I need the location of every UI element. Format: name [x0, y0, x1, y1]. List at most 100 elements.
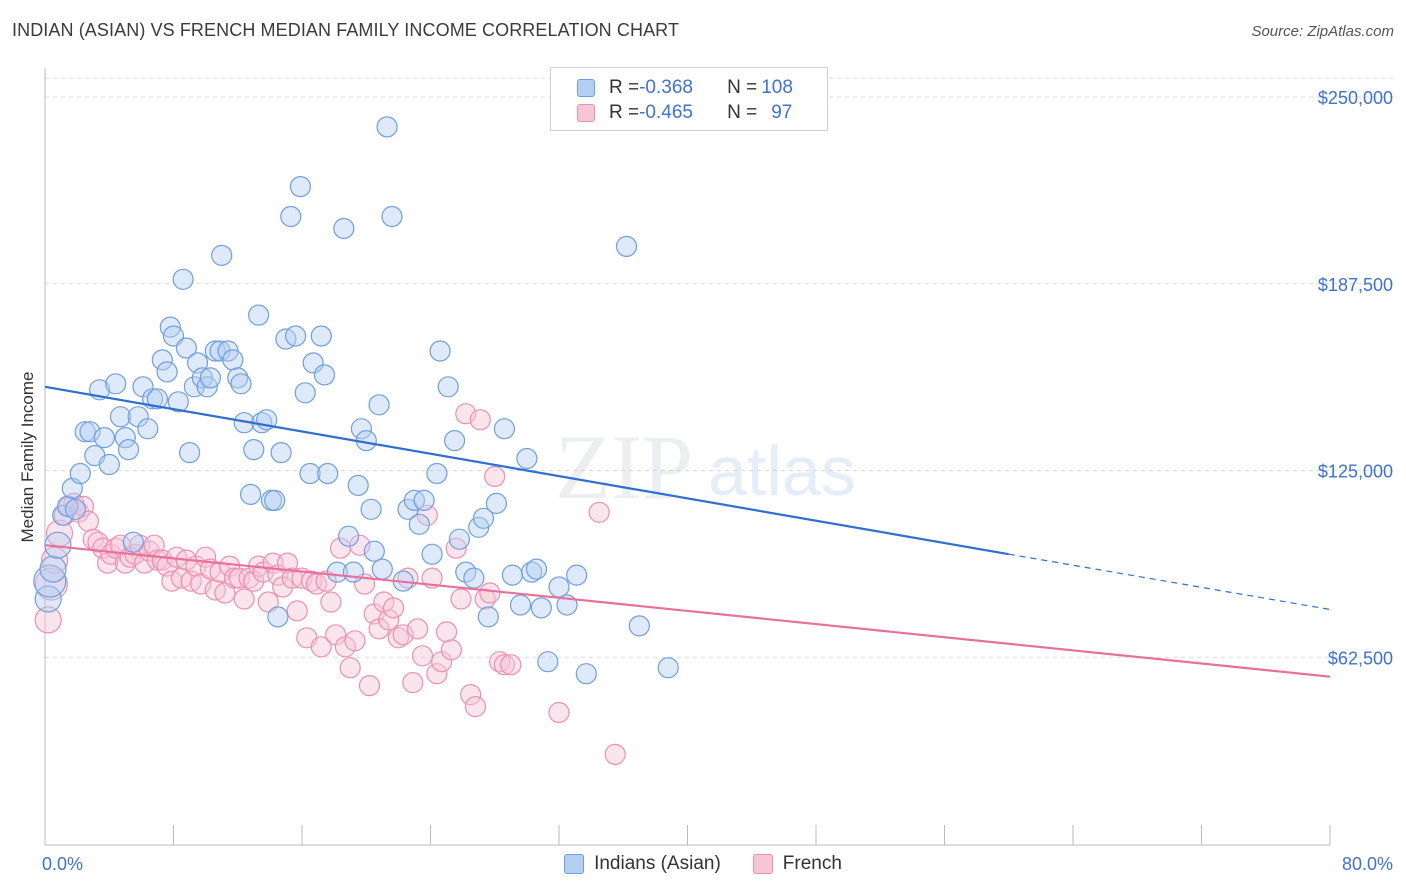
indians-asian-point [109, 406, 132, 428]
indians-asian-point [243, 439, 265, 461]
indians-asian-point [509, 594, 532, 616]
indians-asian-point [299, 462, 321, 485]
watermark: ZIP atlas [555, 416, 856, 518]
indians-asian-point [175, 337, 197, 359]
indians-asian-point [222, 349, 244, 371]
indians-asian-point [493, 418, 515, 440]
french-point [479, 582, 501, 604]
indians-asian-point [248, 304, 270, 326]
french-point [214, 582, 236, 604]
watermark-atlas: atlas [708, 432, 856, 510]
french-point [484, 465, 506, 488]
indians-asian-point [44, 531, 72, 559]
indians-asian-point [530, 597, 552, 619]
indians-asian-point [56, 495, 79, 517]
french-point [310, 636, 332, 658]
axes [44, 68, 1331, 846]
french-point [315, 570, 337, 592]
indians-asian-point [472, 507, 495, 529]
indians-asian-point [426, 462, 448, 485]
indians-asian-point [146, 388, 168, 410]
french-point [421, 567, 443, 589]
french-point [411, 645, 434, 667]
x-tick-label-max: 80.0% [1342, 854, 1393, 874]
indians-asian-point [342, 561, 364, 583]
french-point [339, 657, 361, 679]
french-point [233, 588, 255, 610]
indians-asian-point [525, 558, 548, 580]
french-point [440, 639, 462, 661]
indians-asian-point [615, 235, 638, 257]
r-value: -0.368 [639, 77, 693, 98]
indians-asian-point [267, 606, 289, 628]
y-tick-label: $125,000 [1318, 462, 1393, 482]
french-point [464, 695, 487, 718]
indians-asian-point [105, 373, 127, 395]
indians-asian-point [289, 176, 311, 198]
y-tick-label: $187,500 [1318, 275, 1393, 295]
indians-asian-point [34, 585, 62, 613]
french-point [436, 621, 458, 643]
indians-asian-point [211, 244, 233, 266]
indians-asian-point [628, 615, 650, 637]
n-value: 97 [771, 102, 793, 123]
indians-asian-point [294, 382, 316, 404]
n-label: N = [727, 77, 758, 98]
series-legend: Indians (Asian) French [0, 851, 1406, 877]
r-value: -0.465 [639, 102, 693, 123]
indians-asian-point [429, 340, 451, 362]
indians-swatch [577, 79, 595, 97]
legend-label: French [782, 853, 842, 874]
indians-asian-point [122, 531, 144, 553]
french-points [34, 403, 626, 766]
french-point [286, 600, 308, 622]
indians-asian-point [317, 462, 339, 485]
indians-asian-point [548, 576, 570, 598]
indians-asian-point [310, 325, 332, 347]
n-value: 108 [761, 77, 793, 98]
indians-asian-point [280, 205, 302, 228]
french-point [493, 654, 515, 676]
french-point [34, 606, 62, 634]
french-point [460, 683, 482, 706]
r-label: R = [609, 77, 640, 98]
indians-asian-point [347, 474, 369, 496]
indians-asian-point [408, 513, 430, 535]
indians-trend-line [44, 385, 1009, 556]
indians-asian-point [227, 367, 249, 389]
french-point [257, 591, 279, 613]
legend-row-indians: R = -0.368 N = 108 [577, 76, 793, 100]
indians-asian-point [156, 361, 178, 383]
indians-asian-point [444, 430, 466, 452]
axis-labels: $62,500 $125,000 $187,500 $250,000 0.0% 80.0%… [18, 88, 1393, 874]
indians-asian-point [381, 205, 403, 228]
indians-asian-point [516, 447, 538, 470]
legend-item-indians[interactable]: Indians (Asian) [564, 853, 721, 875]
indians-asian-point [363, 540, 385, 562]
indians-asian-point [501, 564, 524, 586]
indians-asian-point [350, 418, 372, 440]
y-axis-title: Median Family Income [18, 371, 37, 542]
indians-asian-point [285, 325, 307, 347]
indians-asian-point [421, 543, 443, 565]
legend-item-french[interactable]: French [752, 853, 842, 875]
indians-asian-point [333, 217, 355, 240]
watermark-zip: ZIP [555, 416, 693, 518]
french-point [134, 552, 156, 574]
indians-asian-point [368, 394, 390, 416]
indians-asian-point [199, 367, 221, 389]
indians-asian-point [183, 376, 205, 398]
indians-asian-point [537, 651, 559, 673]
indians-asian-point [313, 364, 336, 386]
indians-asian-point [114, 427, 136, 449]
indians-asian-point [39, 555, 67, 583]
indians-asian-point [264, 489, 286, 511]
french-point [358, 674, 381, 697]
indians-swatch [564, 854, 585, 874]
legend-row-french: R = -0.465 N = 97 [577, 101, 792, 125]
x-tick-label-min: 0.0% [42, 854, 83, 874]
french-point [426, 663, 448, 685]
indians-asian-point [98, 453, 120, 476]
indians-asian-point [69, 462, 91, 485]
indians-asian-point [179, 442, 201, 464]
